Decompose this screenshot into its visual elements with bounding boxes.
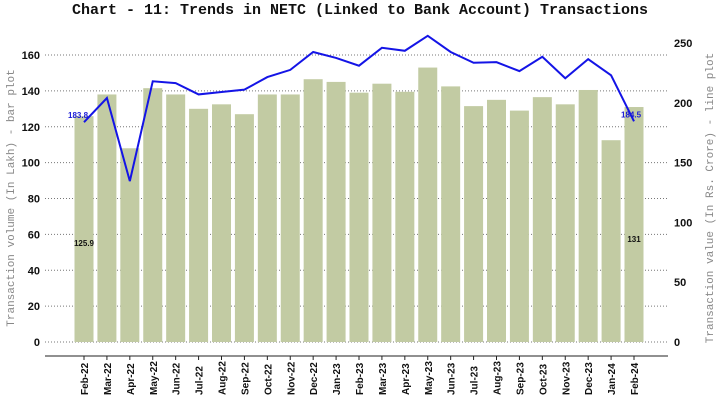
bar <box>280 94 300 343</box>
x-tick-label: Jan-24 <box>607 363 618 395</box>
y-axis-title-left: Transaction volume (In Lakh) - bar plot <box>6 69 18 326</box>
bar <box>601 140 621 342</box>
y-tick-left: 100 <box>22 158 40 170</box>
bar <box>143 88 163 342</box>
bar <box>349 92 369 342</box>
x-tick-label: Mar-23 <box>378 362 389 395</box>
y-tick-right: 100 <box>674 217 692 229</box>
x-tick-label: May-22 <box>149 361 160 395</box>
bar <box>372 83 392 342</box>
line-label-first: 183.8 <box>68 111 89 120</box>
x-tick-label: Jun-23 <box>447 362 458 395</box>
x-tick-label: Apr-22 <box>126 363 137 395</box>
y-tick-left: 160 <box>22 50 40 62</box>
y-tick-left: 120 <box>22 122 40 134</box>
bar <box>441 86 461 342</box>
y-tick-right: 50 <box>674 277 686 289</box>
bar <box>257 94 277 343</box>
bar <box>326 81 346 342</box>
y-tick-left: 40 <box>28 265 40 277</box>
x-tick-label: May-23 <box>424 361 435 395</box>
y-tick-left: 60 <box>28 229 40 241</box>
y-tick-left: 140 <box>22 86 40 98</box>
x-tick-label: Dec-23 <box>584 362 595 395</box>
bar <box>395 91 415 342</box>
bar <box>303 79 323 342</box>
bar <box>555 104 575 342</box>
bar <box>487 99 506 342</box>
x-tick-label: Jan-23 <box>332 363 343 395</box>
y-axis-title-right: Transaction value (In Rs. Crore) - line … <box>705 53 717 343</box>
x-tick-label: Aug-23 <box>493 361 504 395</box>
bar <box>97 94 117 343</box>
bar <box>212 104 231 342</box>
y-tick-left: 0 <box>34 337 40 349</box>
bar-label-first: 125.9 <box>74 239 95 248</box>
bar <box>189 108 209 342</box>
bar <box>509 110 529 342</box>
bar <box>624 107 644 342</box>
chart-title: Chart - 11: Trends in NETC (Linked to Ba… <box>71 2 649 19</box>
x-tick-label: Jun-22 <box>172 362 183 395</box>
y-tick-right: 0 <box>674 337 680 349</box>
bar <box>120 148 140 342</box>
x-tick-label: Oct-22 <box>263 363 274 395</box>
bar <box>74 116 94 343</box>
y-tick-left: 20 <box>28 301 40 313</box>
x-tick-label: Nov-22 <box>286 361 297 395</box>
x-tick-label: Mar-22 <box>103 362 114 395</box>
bar-label-last: 131 <box>627 235 641 244</box>
bar <box>234 114 254 342</box>
x-tick-label: Feb-23 <box>355 362 366 395</box>
x-tick-label: Feb-24 <box>630 362 641 395</box>
y-tick-left: 80 <box>28 194 40 206</box>
bar <box>418 67 438 343</box>
x-tick-label: Aug-22 <box>218 361 229 395</box>
x-tick-label: Dec-22 <box>309 362 320 395</box>
y-tick-right: 150 <box>674 158 692 170</box>
x-tick-label: Feb-22 <box>80 362 91 395</box>
x-tick-label: Jul-22 <box>195 366 206 395</box>
x-tick-label: Apr-23 <box>401 363 412 395</box>
x-tick-label: Sep-23 <box>515 362 526 395</box>
x-tick-label: Oct-23 <box>538 363 549 395</box>
bar <box>166 94 186 343</box>
x-tick-label: Nov-23 <box>561 361 572 395</box>
value-line <box>83 34 635 182</box>
x-tick-label: Sep-22 <box>240 362 251 395</box>
bar <box>464 106 484 342</box>
line-label-last: 184.5 <box>621 110 642 119</box>
bar <box>532 97 552 342</box>
y-tick-right: 200 <box>674 98 692 110</box>
bar <box>578 89 598 343</box>
y-tick-right: 250 <box>674 38 692 50</box>
x-tick-label: Jul-23 <box>470 366 481 395</box>
